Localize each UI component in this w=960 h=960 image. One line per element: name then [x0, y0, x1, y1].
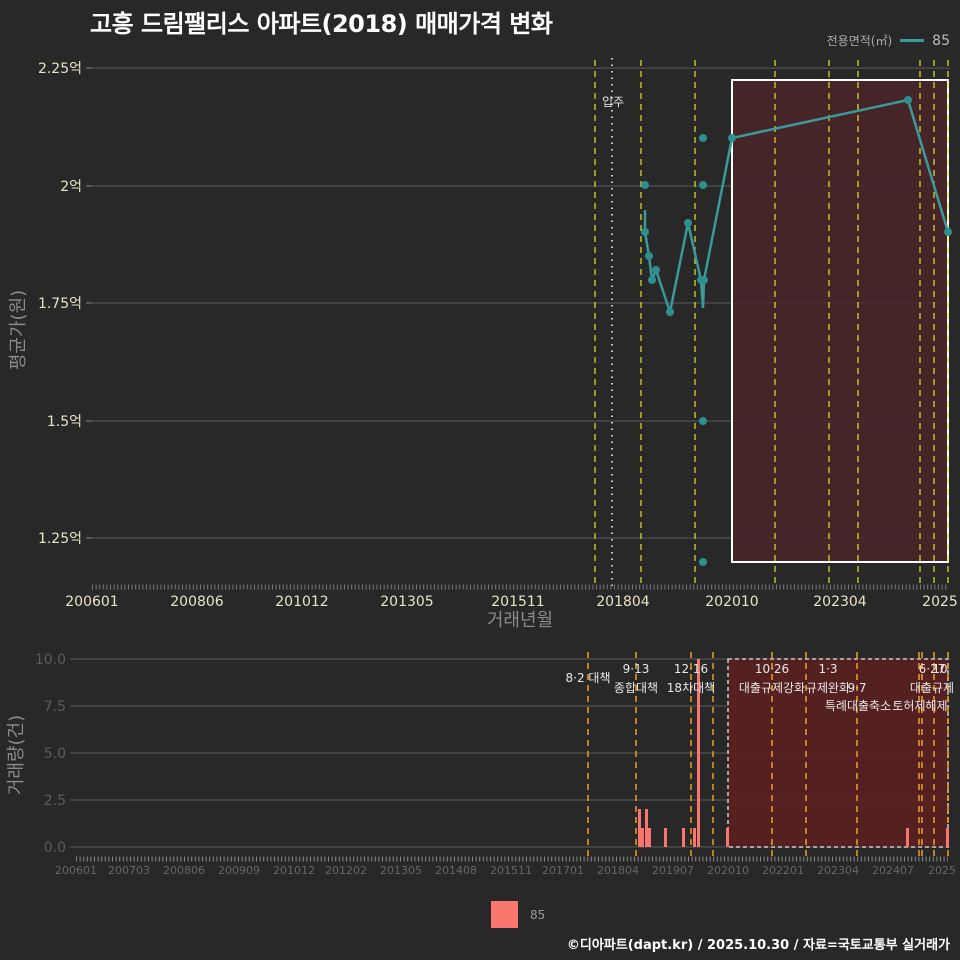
y-tick-label: 1.25억: [38, 531, 82, 547]
policy-desc: 토허제해제: [892, 699, 947, 713]
x-tick-label: 202010: [705, 594, 758, 610]
x-tick-label: 201012: [273, 864, 315, 877]
x-tick-label: 201804: [596, 594, 650, 610]
y-axis-title: 거래량(건): [6, 715, 27, 795]
legend-title: 전용면적(㎡): [826, 34, 893, 48]
x-tick-label: 2025: [922, 594, 958, 610]
y-tick-label: 1.75억: [38, 296, 82, 312]
source-caption: ©디아파트(dapt.kr) / 2025.10.30 / 자료=국토교통부 실…: [566, 938, 950, 953]
x-tick-label: 200806: [163, 864, 205, 877]
y-tick-label: 7.5: [44, 699, 66, 715]
y-tick-label: 10.0: [35, 652, 66, 668]
policy-date: 1·3: [818, 662, 837, 676]
y-tick-label: 2.5: [44, 793, 66, 809]
volume-bars: [638, 659, 949, 847]
policy-desc: 종합대책: [614, 680, 658, 695]
policy-desc: 특례대출축소: [825, 699, 891, 713]
policy-date: 10·26: [755, 662, 789, 676]
x-tick-label: 201305: [380, 594, 433, 610]
highlight-box: [727, 658, 949, 848]
x-tick-label: 201511: [491, 594, 544, 610]
policy-date: 10: [932, 662, 947, 676]
y-axis-title: 평균가(원): [8, 290, 29, 370]
chart-title: 고흥 드림팰리스 아파트(2018) 매매가격 변화: [90, 10, 553, 38]
policy-desc: 18차대책: [667, 680, 715, 695]
legend: 전용면적(㎡) 85: [827, 32, 950, 49]
bar-legend-label: 85: [530, 907, 546, 922]
x-tick-label: 200601: [65, 594, 118, 610]
bar-legend-swatch-icon: [491, 901, 518, 928]
y-tick-label: 0.0: [44, 840, 66, 856]
x-tick-label: 201012: [275, 594, 328, 610]
x-tick-label: 201701: [542, 864, 584, 877]
policy-date: 9·7: [847, 681, 866, 695]
x-tick-label: 202304: [813, 594, 867, 610]
bar-legend: 85: [491, 901, 545, 928]
policy-date: 9·13: [623, 662, 650, 676]
x-tick-label: 200806: [170, 594, 224, 610]
x-tick-label: 200909: [218, 864, 260, 877]
policy-label: 8·2 대책: [566, 670, 611, 685]
x-tick-label: 202304: [817, 864, 859, 877]
x-axis-title: 거래년월: [487, 610, 553, 631]
x-tick-label: 202201: [762, 864, 804, 877]
x-tick-label: 2025: [928, 864, 956, 877]
x-tick-label: 201305: [380, 864, 422, 877]
legend-series-label: 85: [932, 32, 950, 49]
policy-desc: 규제완화: [806, 681, 850, 695]
policy-desc: 대출규제: [910, 681, 954, 695]
x-tick-label: 201511: [490, 864, 532, 877]
policy-date: 12·16: [674, 662, 708, 676]
x-tick-label: 202407: [872, 864, 914, 877]
highlight-box: [731, 79, 949, 563]
move-in-label: 입주: [602, 95, 624, 109]
y-tick-label: 2억: [60, 179, 82, 195]
y-tick-label: 5.0: [44, 746, 66, 762]
bottom-chart: 10.0 7.5 5.0 2.5 0.0 거래량(건): [6, 652, 956, 877]
y-tick-label: 2.25억: [38, 61, 82, 77]
top-chart: 2.25억 2억 1.75억 1.5억 1.25억 평균가(원) 입주: [8, 58, 958, 631]
legend-line-swatch-icon: [900, 39, 925, 42]
x-tick-label: 201804: [597, 864, 639, 877]
policy-date: 6·27: [919, 662, 946, 676]
x-tick-label: 201202: [325, 864, 367, 877]
x-tick-label: 201408: [435, 864, 477, 877]
x-tick-label: 200703: [108, 864, 150, 877]
policy-desc: 대출규제강화: [739, 681, 805, 695]
y-tick-label: 1.5억: [47, 414, 82, 430]
x-tick-label: 202010: [707, 864, 749, 877]
x-tick-label: 200601: [55, 864, 97, 877]
price-points: [641, 96, 952, 566]
x-tick-label: 201907: [652, 864, 694, 877]
